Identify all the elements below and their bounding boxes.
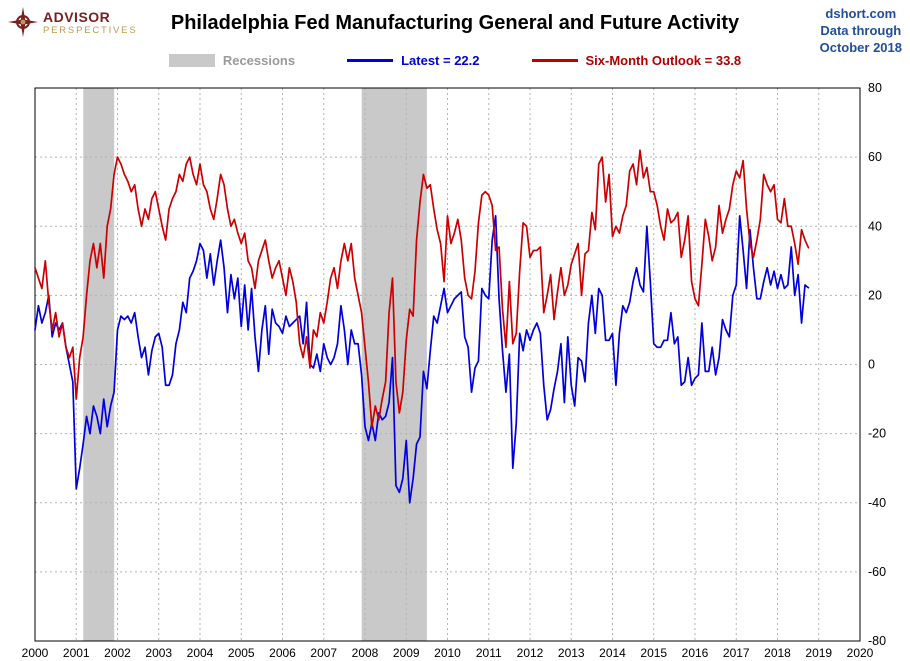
- logo-text: ADVISOR PERSPECTIVES: [43, 9, 137, 36]
- source-site: dshort.com: [825, 6, 897, 21]
- x-tick-label: 2008: [352, 646, 379, 660]
- x-tick-label: 2015: [640, 646, 667, 660]
- x-tick-label: 2013: [558, 646, 585, 660]
- x-tick-label: 2010: [434, 646, 461, 660]
- x-tick-label: 2011: [476, 646, 502, 660]
- legend: Recessions Latest = 22.2 Six-Month Outlo…: [0, 46, 910, 74]
- x-tick-label: 2016: [682, 646, 709, 660]
- x-tick-label: 2003: [145, 646, 172, 660]
- legend-item-recessions: Recessions: [168, 52, 296, 68]
- x-tick-label: 2000: [22, 646, 49, 660]
- logo-line1: ADVISOR: [43, 8, 111, 25]
- line-chart: -80 -60 -40 -20 0 20 40 60 80 2000 2001 2002 2003 200…: [22, 81, 886, 660]
- y-tick-label: -60: [868, 565, 886, 579]
- y-tick-label: -80: [868, 634, 886, 648]
- advisor-perspectives-logo: ADVISOR PERSPECTIVES: [8, 7, 137, 37]
- x-tick-label: 2018: [764, 646, 791, 660]
- source-attribution: dshort.com Data through October 2018: [820, 6, 902, 57]
- latest-line-swatch: [347, 58, 394, 62]
- recession-band: [83, 88, 115, 641]
- series-six-month-outlook: [34, 149, 810, 428]
- y-tick-label: 0: [868, 358, 875, 372]
- y-tick-label: 60: [868, 150, 882, 164]
- plot-frame: [34, 87, 861, 642]
- y-tick-label: 40: [868, 219, 882, 233]
- x-tick-label: 2002: [104, 646, 131, 660]
- legend-item-outlook: Six-Month Outlook = 33.8: [531, 52, 742, 68]
- x-tick-label: 2020: [847, 646, 874, 660]
- source-note-2: October 2018: [819, 39, 902, 55]
- page-title: Philadelphia Fed Manufacturing General a…: [170, 12, 740, 34]
- header: ADVISOR PERSPECTIVES Philadelphia Fed Ma…: [0, 0, 910, 55]
- y-tick-label: 20: [868, 288, 882, 302]
- y-tick-label: -40: [868, 496, 886, 510]
- x-tick-label: 2004: [187, 646, 214, 660]
- y-tick-label: 80: [868, 81, 882, 95]
- x-tick-label: 2001: [63, 646, 90, 660]
- compass-rose-icon: [8, 7, 38, 37]
- y-tick-label: -20: [868, 427, 886, 441]
- legend-item-latest: Latest = 22.2: [347, 52, 480, 68]
- legend-label-recessions: Recessions: [222, 52, 296, 68]
- legend-label-outlook: Six-Month Outlook = 33.8: [585, 52, 742, 68]
- recession-swatch: [168, 53, 215, 67]
- logo-line2: PERSPECTIVES: [43, 24, 138, 36]
- legend-label-latest: Latest = 22.2: [401, 52, 480, 68]
- x-tick-label: 2019: [805, 646, 832, 660]
- source-note-1: Data through: [820, 22, 902, 38]
- x-tick-label: 2017: [723, 646, 750, 660]
- outlook-line-swatch: [531, 58, 578, 62]
- x-tick-label: 2005: [228, 646, 255, 660]
- x-tick-label: 2012: [517, 646, 544, 660]
- x-tick-label: 2007: [310, 646, 337, 660]
- x-tick-label: 2009: [393, 646, 420, 660]
- series-latest: [34, 215, 810, 504]
- x-tick-label: 2006: [269, 646, 296, 660]
- x-tick-label: 2014: [599, 646, 626, 660]
